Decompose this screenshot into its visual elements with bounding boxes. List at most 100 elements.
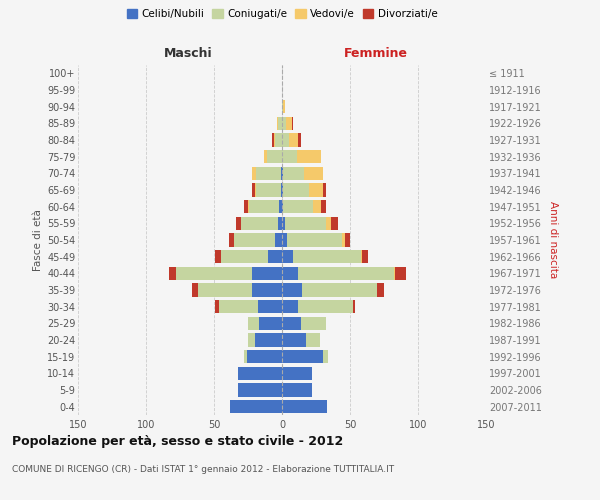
Bar [282, 216, 285, 230]
Bar [286, 116, 292, 130]
Bar [282, 200, 283, 213]
Y-axis label: Fasce di età: Fasce di età [32, 209, 43, 271]
Bar [282, 334, 307, 346]
Bar [282, 300, 298, 314]
Bar [256, 166, 281, 180]
Bar [322, 200, 326, 213]
Bar [361, 250, 362, 264]
Bar [220, 300, 257, 314]
Bar [256, 184, 281, 196]
Bar [282, 316, 301, 330]
Bar [252, 266, 282, 280]
Bar [255, 184, 256, 196]
Bar [192, 284, 197, 296]
Bar [272, 134, 274, 146]
Bar [282, 184, 283, 196]
Bar [362, 250, 368, 264]
Text: Maschi: Maschi [164, 47, 212, 60]
Bar [267, 150, 282, 164]
Bar [313, 200, 322, 213]
Bar [278, 116, 282, 130]
Bar [215, 250, 221, 264]
Bar [283, 166, 304, 180]
Bar [278, 216, 282, 230]
Bar [197, 284, 252, 296]
Bar [169, 266, 176, 280]
Bar [274, 134, 275, 146]
Bar [323, 350, 328, 364]
Bar [281, 166, 282, 180]
Bar [293, 250, 361, 264]
Bar [283, 184, 309, 196]
Text: Popolazione per età, sesso e stato civile - 2012: Popolazione per età, sesso e stato civil… [12, 435, 343, 448]
Bar [244, 200, 248, 213]
Bar [307, 334, 320, 346]
Bar [236, 216, 241, 230]
Bar [215, 300, 220, 314]
Bar [230, 400, 282, 413]
Bar [282, 166, 283, 180]
Bar [255, 334, 282, 346]
Bar [282, 250, 293, 264]
Bar [275, 134, 282, 146]
Bar [298, 134, 301, 146]
Bar [259, 316, 282, 330]
Bar [292, 116, 293, 130]
Bar [377, 284, 384, 296]
Bar [297, 150, 322, 164]
Bar [221, 250, 268, 264]
Bar [248, 334, 255, 346]
Bar [282, 150, 297, 164]
Text: COMUNE DI RICENGO (CR) - Dati ISTAT 1° gennaio 2012 - Elaborazione TUTTITALIA.IT: COMUNE DI RICENGO (CR) - Dati ISTAT 1° g… [12, 465, 394, 474]
Bar [238, 366, 282, 380]
Bar [394, 266, 395, 280]
Bar [298, 300, 353, 314]
Bar [323, 184, 326, 196]
Y-axis label: Anni di nascita: Anni di nascita [548, 202, 559, 278]
Bar [281, 184, 282, 196]
Bar [252, 166, 256, 180]
Bar [282, 100, 283, 114]
Bar [283, 200, 313, 213]
Bar [282, 266, 298, 280]
Bar [282, 366, 312, 380]
Bar [257, 300, 282, 314]
Bar [252, 184, 255, 196]
Bar [247, 350, 282, 364]
Bar [176, 266, 252, 280]
Bar [282, 234, 287, 246]
Bar [268, 250, 282, 264]
Bar [248, 200, 250, 213]
Bar [282, 134, 289, 146]
Bar [229, 234, 235, 246]
Bar [282, 284, 302, 296]
Bar [252, 284, 282, 296]
Bar [238, 384, 282, 396]
Bar [289, 134, 298, 146]
Bar [265, 150, 267, 164]
Bar [282, 384, 312, 396]
Bar [287, 234, 342, 246]
Bar [331, 216, 338, 230]
Bar [342, 234, 344, 246]
Bar [277, 116, 278, 130]
Bar [241, 216, 278, 230]
Bar [275, 234, 282, 246]
Bar [248, 316, 259, 330]
Bar [250, 200, 279, 213]
Bar [353, 300, 355, 314]
Bar [326, 216, 331, 230]
Bar [244, 350, 247, 364]
Bar [285, 216, 326, 230]
Bar [304, 166, 323, 180]
Bar [282, 350, 323, 364]
Bar [344, 234, 350, 246]
Bar [302, 284, 377, 296]
Legend: Celibi/Nubili, Coniugati/e, Vedovi/e, Divorziati/e: Celibi/Nubili, Coniugati/e, Vedovi/e, Di… [122, 5, 442, 24]
Bar [301, 316, 326, 330]
Bar [279, 200, 282, 213]
Bar [298, 266, 394, 280]
Bar [283, 100, 285, 114]
Bar [395, 266, 406, 280]
Bar [282, 116, 286, 130]
